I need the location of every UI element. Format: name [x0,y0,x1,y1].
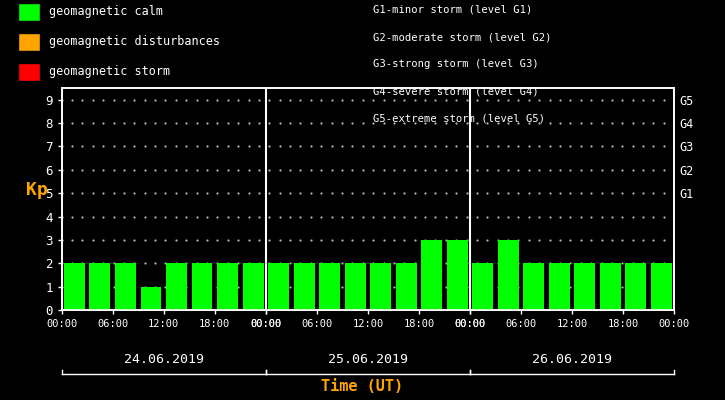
Text: geomagnetic disturbances: geomagnetic disturbances [49,36,220,48]
Text: geomagnetic calm: geomagnetic calm [49,6,162,18]
Text: 24.06.2019: 24.06.2019 [124,353,204,366]
Bar [243,263,263,310]
Bar [651,263,672,310]
Y-axis label: Kp: Kp [26,181,48,199]
Bar [217,263,238,310]
Text: 25.06.2019: 25.06.2019 [328,353,408,366]
Bar [344,263,365,310]
Bar [191,263,212,310]
Bar [370,263,392,310]
Bar [549,263,570,310]
Bar [319,263,340,310]
Bar [447,240,468,310]
Bar [141,287,162,310]
Bar [574,263,595,310]
Text: 26.06.2019: 26.06.2019 [532,353,612,366]
Bar [294,263,315,310]
Text: Time (UT): Time (UT) [321,379,404,394]
Bar [600,263,621,310]
Text: geomagnetic storm: geomagnetic storm [49,66,170,78]
Bar [523,263,544,310]
Bar [396,263,417,310]
Bar [268,263,289,310]
Bar [626,263,647,310]
Bar [473,263,493,310]
Bar [498,240,519,310]
Bar [421,240,442,310]
Text: G4-severe storm (level G4): G4-severe storm (level G4) [373,87,539,97]
Text: G3-strong storm (level G3): G3-strong storm (level G3) [373,60,539,70]
Text: G1-minor storm (level G1): G1-minor storm (level G1) [373,5,533,15]
Text: G5-extreme storm (level G5): G5-extreme storm (level G5) [373,114,545,124]
Text: G2-moderate storm (level G2): G2-moderate storm (level G2) [373,32,552,42]
Bar [64,263,85,310]
Bar [166,263,187,310]
Bar [115,263,136,310]
Bar [89,263,110,310]
